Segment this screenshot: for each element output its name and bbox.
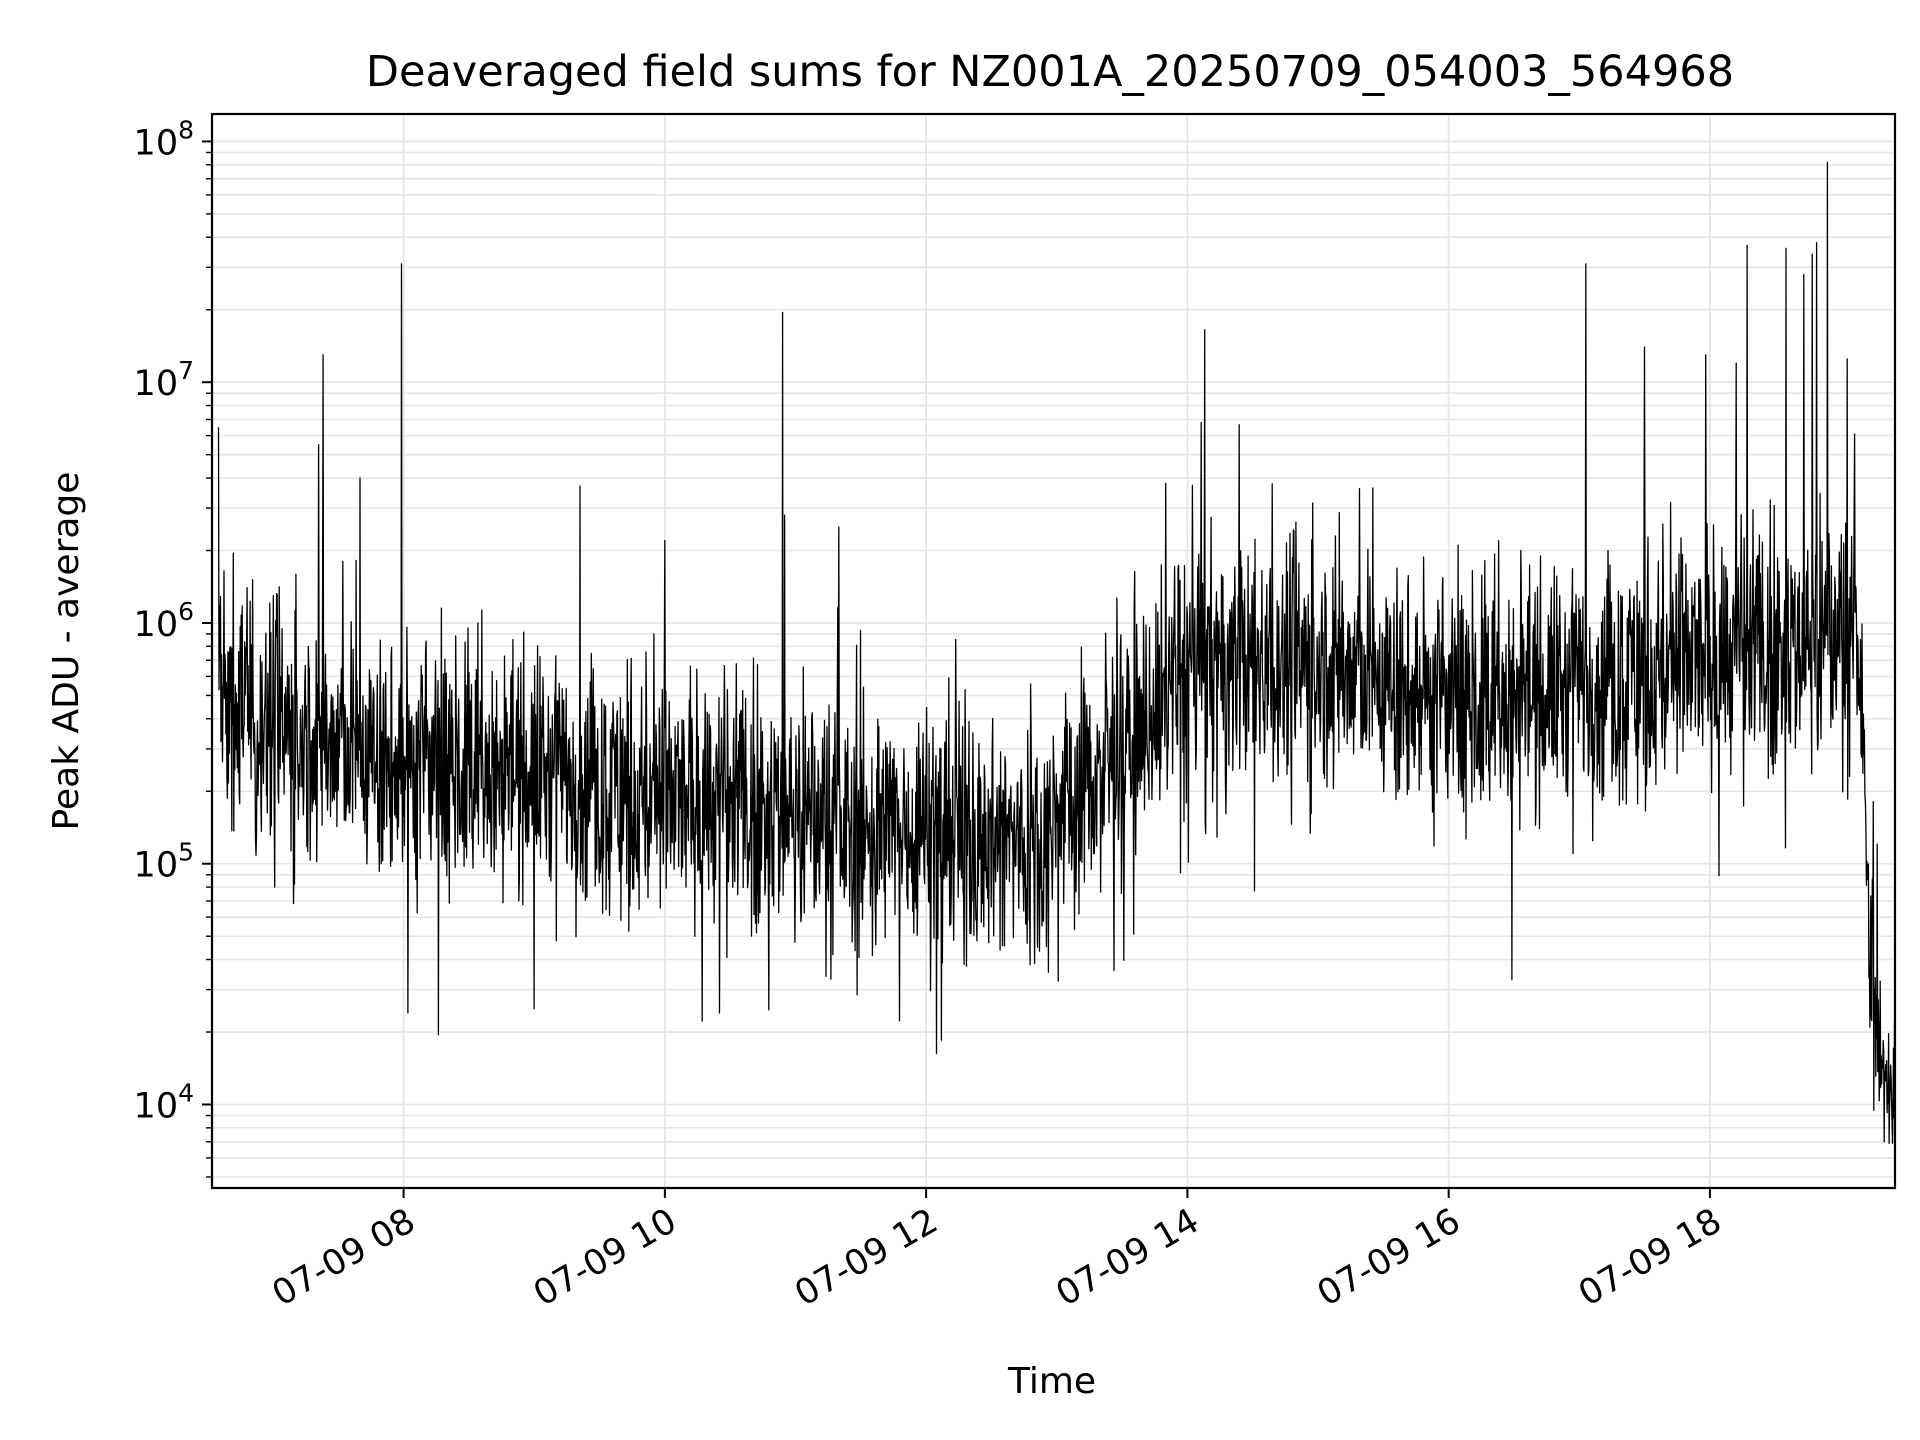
x-axis-title: Time bbox=[1007, 1361, 1096, 1402]
x-tick-label: 07-09 18 bbox=[1572, 1201, 1728, 1314]
series-group bbox=[217, 161, 1895, 1145]
y-axis: 104 105 106 107 108 bbox=[134, 115, 212, 1178]
x-tick-label: 07-09 14 bbox=[1050, 1201, 1206, 1314]
x-tick-label: 07-09 16 bbox=[1311, 1201, 1467, 1314]
x-tick-label: 07-09 10 bbox=[527, 1201, 683, 1314]
chart-title: Deaveraged field sums for NZ001A_2025070… bbox=[366, 47, 1734, 97]
x-tick-label: 07-09 12 bbox=[788, 1201, 944, 1314]
y-tick-label: 108 bbox=[134, 115, 194, 163]
y-tick-label: 104 bbox=[134, 1079, 194, 1127]
plot-frame bbox=[210, 112, 1897, 1190]
y-tick-label: 105 bbox=[134, 838, 194, 886]
y-axis-title: Peak ADU - average bbox=[46, 472, 87, 831]
series-line bbox=[217, 161, 1895, 1145]
x-axis: 07-09 08 07-09 10 07-09 12 07-09 14 07-09 16… bbox=[266, 1188, 1728, 1314]
y-tick-label: 107 bbox=[134, 356, 194, 404]
x-tick-label: 07-09 08 bbox=[266, 1201, 422, 1314]
y-tick-label: 106 bbox=[134, 597, 194, 645]
